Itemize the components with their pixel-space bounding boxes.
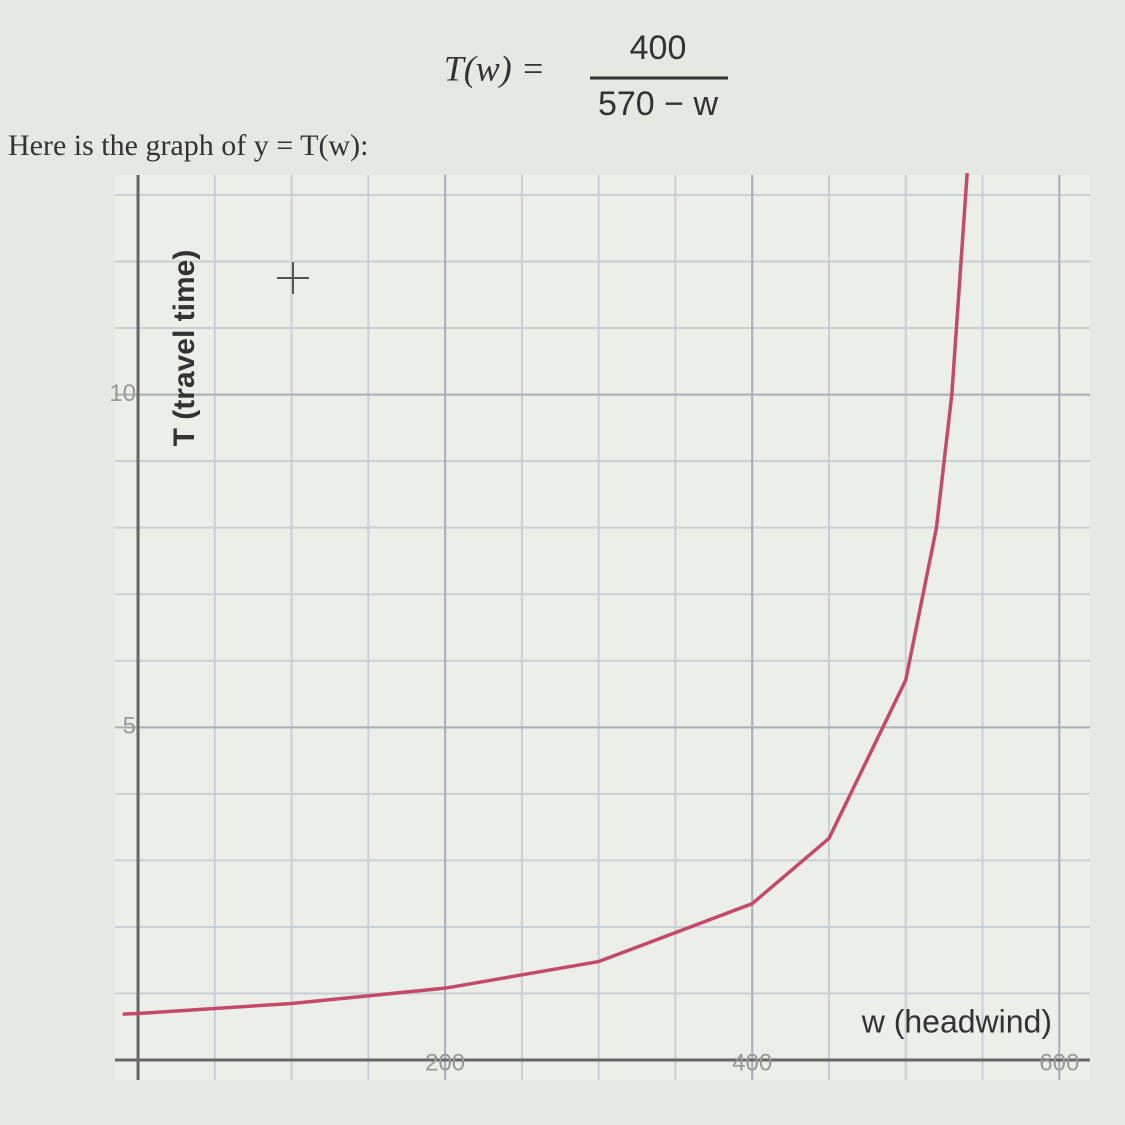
line (122, 172, 969, 1016)
formula-numerator: 400 (630, 29, 687, 67)
x-tick-label: 200 (425, 1049, 465, 1076)
y-axis-label: T (travel time) (168, 250, 201, 447)
plot-background (115, 175, 1090, 1080)
subtitle: Here is the graph of y = T(w): (8, 129, 368, 162)
x-axis-label: w (headwind) (861, 1003, 1052, 1039)
formula-left: T(w) = (444, 48, 545, 88)
x-tick-label: 600 (1039, 1049, 1079, 1076)
y-tick-label: 10 (109, 380, 136, 407)
plot-area: 200 400 600 5 10 T (travel time) w (headwind) (109, 172, 1090, 1080)
x-tick-label: 400 (732, 1049, 772, 1076)
formula-denominator: 570 − w (598, 85, 718, 123)
y-tick-label: 5 (123, 713, 136, 740)
